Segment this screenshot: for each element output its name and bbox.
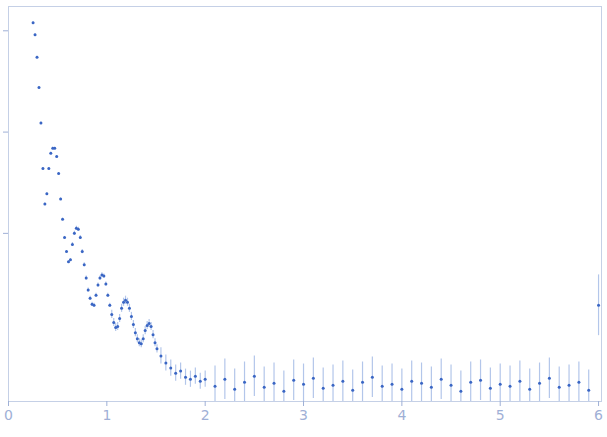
svg-text:1: 1	[102, 407, 111, 423]
svg-text:0: 0	[4, 407, 13, 423]
svg-text:5: 5	[496, 407, 505, 423]
svg-text:2: 2	[201, 407, 210, 423]
svg-text:6: 6	[594, 407, 603, 423]
svg-text:4: 4	[397, 407, 406, 423]
svg-text:3: 3	[299, 407, 308, 423]
